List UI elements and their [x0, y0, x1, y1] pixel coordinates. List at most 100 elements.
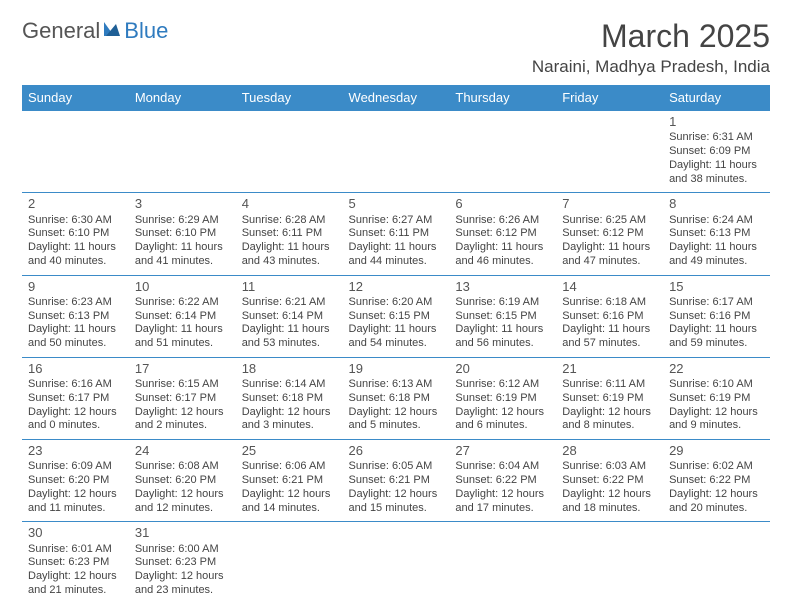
daylight-line: Daylight: 12 hours and 21 minutes. — [28, 570, 123, 598]
sunrise-line: Sunrise: 6:09 AM — [28, 460, 123, 474]
sunset-line: Sunset: 6:16 PM — [669, 310, 764, 324]
calendar-cell — [343, 522, 450, 604]
day-number: 16 — [28, 361, 123, 377]
sunrise-line: Sunrise: 6:03 AM — [562, 460, 657, 474]
day-number: 19 — [349, 361, 444, 377]
day-number: 4 — [242, 196, 337, 212]
daylight-line: Daylight: 12 hours and 6 minutes. — [455, 406, 550, 434]
sunrise-line: Sunrise: 6:05 AM — [349, 460, 444, 474]
sunrise-line: Sunrise: 6:28 AM — [242, 214, 337, 228]
sunrise-line: Sunrise: 6:01 AM — [28, 543, 123, 557]
sunset-line: Sunset: 6:09 PM — [669, 145, 764, 159]
daylight-line: Daylight: 12 hours and 18 minutes. — [562, 488, 657, 516]
calendar-row: 2Sunrise: 6:30 AMSunset: 6:10 PMDaylight… — [22, 193, 770, 275]
daylight-line: Daylight: 11 hours and 49 minutes. — [669, 241, 764, 269]
calendar-cell: 8Sunrise: 6:24 AMSunset: 6:13 PMDaylight… — [663, 193, 770, 275]
calendar-cell: 26Sunrise: 6:05 AMSunset: 6:21 PMDayligh… — [343, 440, 450, 522]
calendar-cell: 29Sunrise: 6:02 AMSunset: 6:22 PMDayligh… — [663, 440, 770, 522]
sunrise-line: Sunrise: 6:20 AM — [349, 296, 444, 310]
sunrise-line: Sunrise: 6:06 AM — [242, 460, 337, 474]
calendar-cell: 22Sunrise: 6:10 AMSunset: 6:19 PMDayligh… — [663, 357, 770, 439]
sunrise-line: Sunrise: 6:02 AM — [669, 460, 764, 474]
daylight-line: Daylight: 12 hours and 17 minutes. — [455, 488, 550, 516]
sunset-line: Sunset: 6:13 PM — [28, 310, 123, 324]
day-number: 20 — [455, 361, 550, 377]
calendar-cell: 23Sunrise: 6:09 AMSunset: 6:20 PMDayligh… — [22, 440, 129, 522]
day-number: 24 — [135, 443, 230, 459]
sunset-line: Sunset: 6:12 PM — [562, 227, 657, 241]
calendar-cell: 17Sunrise: 6:15 AMSunset: 6:17 PMDayligh… — [129, 357, 236, 439]
calendar-cell: 25Sunrise: 6:06 AMSunset: 6:21 PMDayligh… — [236, 440, 343, 522]
sunset-line: Sunset: 6:11 PM — [349, 227, 444, 241]
calendar-cell: 4Sunrise: 6:28 AMSunset: 6:11 PMDaylight… — [236, 193, 343, 275]
sunset-line: Sunset: 6:13 PM — [669, 227, 764, 241]
sunset-line: Sunset: 6:20 PM — [135, 474, 230, 488]
calendar-row: 1Sunrise: 6:31 AMSunset: 6:09 PMDaylight… — [22, 111, 770, 193]
sunrise-line: Sunrise: 6:27 AM — [349, 214, 444, 228]
sunset-line: Sunset: 6:21 PM — [242, 474, 337, 488]
sail-icon — [102, 18, 122, 44]
calendar-body: 1Sunrise: 6:31 AMSunset: 6:09 PMDaylight… — [22, 111, 770, 604]
calendar-cell: 27Sunrise: 6:04 AMSunset: 6:22 PMDayligh… — [449, 440, 556, 522]
daylight-line: Daylight: 11 hours and 40 minutes. — [28, 241, 123, 269]
day-header: Friday — [556, 85, 663, 111]
calendar-cell: 21Sunrise: 6:11 AMSunset: 6:19 PMDayligh… — [556, 357, 663, 439]
sunset-line: Sunset: 6:15 PM — [349, 310, 444, 324]
sunset-line: Sunset: 6:10 PM — [28, 227, 123, 241]
sunset-line: Sunset: 6:18 PM — [349, 392, 444, 406]
day-header: Monday — [129, 85, 236, 111]
header: General Blue March 2025 Naraini, Madhya … — [22, 18, 770, 77]
daylight-line: Daylight: 11 hours and 38 minutes. — [669, 159, 764, 187]
sunrise-line: Sunrise: 6:23 AM — [28, 296, 123, 310]
sunset-line: Sunset: 6:17 PM — [28, 392, 123, 406]
sunrise-line: Sunrise: 6:25 AM — [562, 214, 657, 228]
day-number: 10 — [135, 279, 230, 295]
sunset-line: Sunset: 6:14 PM — [135, 310, 230, 324]
logo: General Blue — [22, 18, 168, 44]
calendar-cell — [22, 111, 129, 193]
calendar-row: 23Sunrise: 6:09 AMSunset: 6:20 PMDayligh… — [22, 440, 770, 522]
sunrise-line: Sunrise: 6:08 AM — [135, 460, 230, 474]
day-header: Wednesday — [343, 85, 450, 111]
calendar-cell — [556, 522, 663, 604]
day-number: 26 — [349, 443, 444, 459]
sunrise-line: Sunrise: 6:31 AM — [669, 131, 764, 145]
sunset-line: Sunset: 6:23 PM — [28, 556, 123, 570]
daylight-line: Daylight: 12 hours and 20 minutes. — [669, 488, 764, 516]
day-number: 7 — [562, 196, 657, 212]
daylight-line: Daylight: 12 hours and 0 minutes. — [28, 406, 123, 434]
day-number: 2 — [28, 196, 123, 212]
calendar-cell: 6Sunrise: 6:26 AMSunset: 6:12 PMDaylight… — [449, 193, 556, 275]
day-number: 23 — [28, 443, 123, 459]
day-number: 3 — [135, 196, 230, 212]
day-header-row: Sunday Monday Tuesday Wednesday Thursday… — [22, 85, 770, 111]
daylight-line: Daylight: 11 hours and 44 minutes. — [349, 241, 444, 269]
calendar-cell: 15Sunrise: 6:17 AMSunset: 6:16 PMDayligh… — [663, 275, 770, 357]
sunset-line: Sunset: 6:10 PM — [135, 227, 230, 241]
sunrise-line: Sunrise: 6:17 AM — [669, 296, 764, 310]
daylight-line: Daylight: 12 hours and 12 minutes. — [135, 488, 230, 516]
daylight-line: Daylight: 12 hours and 15 minutes. — [349, 488, 444, 516]
daylight-line: Daylight: 12 hours and 14 minutes. — [242, 488, 337, 516]
sunset-line: Sunset: 6:20 PM — [28, 474, 123, 488]
calendar-cell: 5 Sunrise: 6:27 AMSunset: 6:11 PMDaylight… — [343, 193, 450, 275]
sunrise-line: Sunrise: 6:14 AM — [242, 378, 337, 392]
calendar-cell: 20Sunrise: 6:12 AMSunset: 6:19 PMDayligh… — [449, 357, 556, 439]
sunrise-line: Sunrise: 6:15 AM — [135, 378, 230, 392]
calendar-cell: 9Sunrise: 6:23 AMSunset: 6:13 PMDaylight… — [22, 275, 129, 357]
calendar-cell — [236, 111, 343, 193]
day-header: Saturday — [663, 85, 770, 111]
sunset-line: Sunset: 6:17 PM — [135, 392, 230, 406]
day-number: 25 — [242, 443, 337, 459]
sunrise-line: Sunrise: 6:00 AM — [135, 543, 230, 557]
daylight-line: Daylight: 11 hours and 43 minutes. — [242, 241, 337, 269]
day-number: 6 — [455, 196, 550, 212]
day-number: 1 — [669, 114, 764, 130]
calendar-cell: 12Sunrise: 6:20 AMSunset: 6:15 PMDayligh… — [343, 275, 450, 357]
sunrise-line: Sunrise: 6:21 AM — [242, 296, 337, 310]
sunset-line: Sunset: 6:15 PM — [455, 310, 550, 324]
sunset-line: Sunset: 6:16 PM — [562, 310, 657, 324]
calendar-row: 30Sunrise: 6:01 AMSunset: 6:23 PMDayligh… — [22, 522, 770, 604]
sunrise-line: Sunrise: 6:19 AM — [455, 296, 550, 310]
day-number: 5 — [349, 196, 444, 212]
